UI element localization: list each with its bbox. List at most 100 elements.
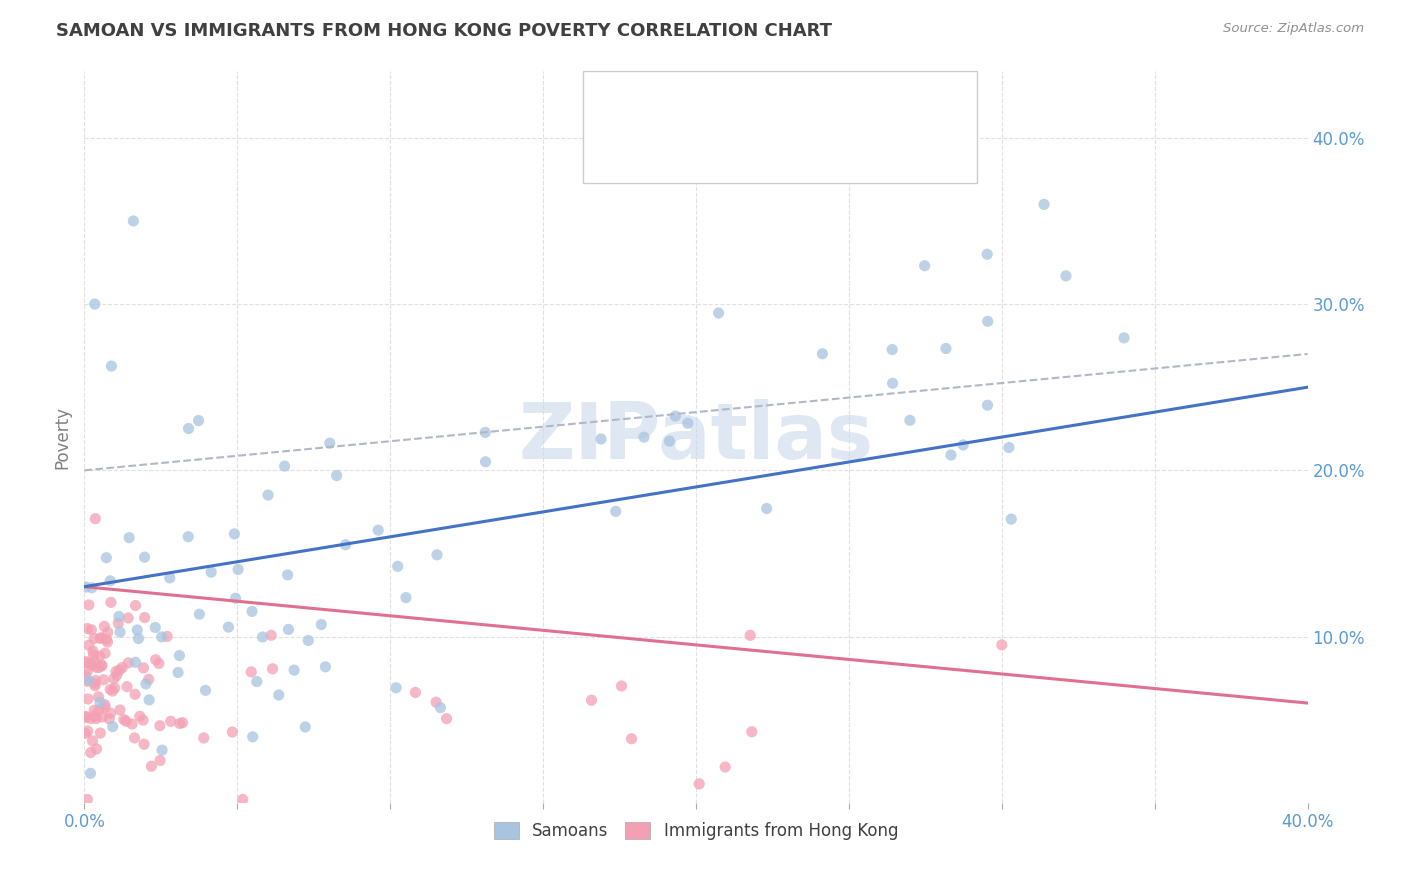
- Point: [167, 665, 190, 680]
- Point: [474, 425, 496, 440]
- Point: [108, 703, 131, 717]
- Point: [132, 737, 155, 751]
- Point: [811, 347, 834, 361]
- Text: R =: R =: [648, 96, 688, 114]
- Point: [86, 660, 108, 674]
- Text: 0.360: 0.360: [707, 96, 763, 114]
- Point: [232, 792, 254, 806]
- Point: [404, 685, 426, 699]
- Point: [84, 712, 107, 726]
- Point: [240, 604, 263, 618]
- Point: [101, 684, 124, 698]
- Text: 85: 85: [860, 96, 886, 114]
- Point: [952, 438, 974, 452]
- Point: [112, 713, 135, 727]
- Point: [688, 777, 710, 791]
- Text: N =: N =: [810, 141, 849, 159]
- Point: [898, 413, 921, 427]
- Point: [111, 660, 134, 674]
- Point: [221, 725, 243, 739]
- Point: [395, 591, 418, 605]
- Point: [177, 530, 200, 544]
- Point: [77, 598, 100, 612]
- Point: [132, 661, 155, 675]
- Point: [75, 710, 97, 724]
- Y-axis label: Poverty: Poverty: [53, 406, 72, 468]
- Point: [200, 565, 222, 579]
- Point: [75, 668, 97, 682]
- Point: [89, 648, 111, 663]
- Point: [474, 455, 496, 469]
- Point: [115, 680, 138, 694]
- Point: [108, 625, 131, 640]
- Point: [150, 743, 173, 757]
- Point: [283, 663, 305, 677]
- Point: [73, 655, 96, 669]
- Point: [83, 297, 105, 311]
- Point: [273, 459, 295, 474]
- Point: [86, 742, 108, 756]
- Point: [260, 628, 283, 642]
- Point: [436, 712, 458, 726]
- Point: [311, 617, 333, 632]
- Point: [991, 638, 1014, 652]
- Point: [118, 531, 141, 545]
- Point: [149, 754, 172, 768]
- Point: [98, 682, 121, 697]
- Point: [90, 657, 112, 672]
- Point: [707, 306, 730, 320]
- Point: [93, 673, 115, 687]
- Point: [740, 628, 762, 642]
- Point: [998, 441, 1021, 455]
- Point: [76, 664, 98, 678]
- Point: [319, 436, 342, 450]
- Point: [169, 648, 191, 663]
- Point: [124, 599, 146, 613]
- Point: [115, 714, 138, 729]
- Point: [94, 700, 117, 714]
- Point: [76, 622, 98, 636]
- Point: [193, 731, 215, 745]
- Point: [76, 674, 98, 689]
- Point: [79, 766, 101, 780]
- Point: [90, 659, 112, 673]
- Point: [117, 656, 139, 670]
- Point: [76, 723, 98, 738]
- Point: [148, 657, 170, 671]
- Point: [935, 342, 957, 356]
- Point: [976, 247, 998, 261]
- Point: [589, 432, 612, 446]
- Point: [714, 760, 737, 774]
- Text: Source: ZipAtlas.com: Source: ZipAtlas.com: [1223, 22, 1364, 36]
- Point: [169, 716, 191, 731]
- Point: [939, 448, 962, 462]
- Point: [676, 417, 699, 431]
- Point: [297, 633, 319, 648]
- Point: [89, 695, 111, 709]
- Point: [267, 688, 290, 702]
- Point: [150, 630, 173, 644]
- Point: [98, 574, 121, 588]
- Point: [977, 314, 1000, 328]
- Point: [135, 677, 157, 691]
- Point: [84, 673, 107, 688]
- Point: [96, 635, 118, 649]
- Point: [882, 376, 904, 391]
- Point: [82, 644, 104, 658]
- Point: [138, 693, 160, 707]
- Point: [93, 619, 115, 633]
- Point: [149, 719, 172, 733]
- Point: [80, 623, 103, 637]
- Text: 105: 105: [860, 141, 898, 159]
- Point: [121, 717, 143, 731]
- Point: [76, 792, 98, 806]
- Point: [84, 679, 107, 693]
- Point: [1000, 512, 1022, 526]
- Point: [75, 709, 97, 723]
- Point: [80, 658, 103, 673]
- Text: R =: R =: [648, 141, 688, 159]
- Point: [1033, 197, 1056, 211]
- Point: [277, 623, 299, 637]
- Point: [138, 673, 160, 687]
- Point: [83, 632, 105, 646]
